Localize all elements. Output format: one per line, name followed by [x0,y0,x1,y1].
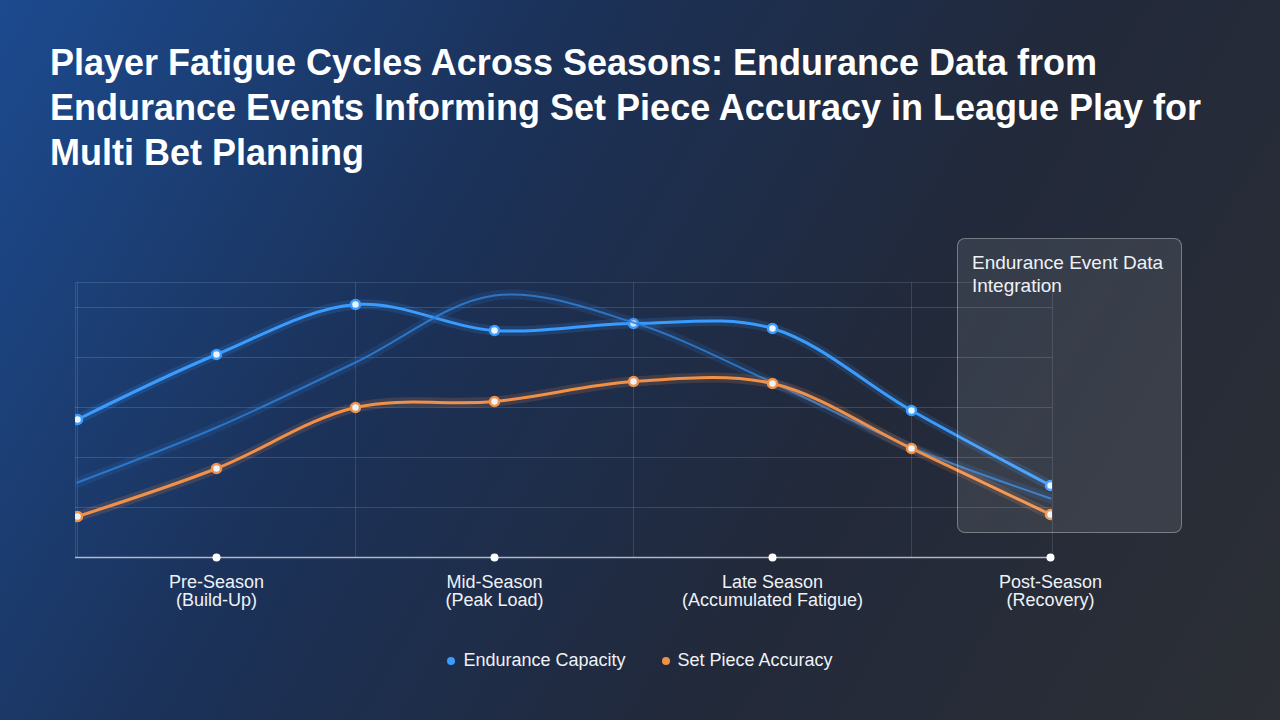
svg-text:Mid-Season(Peak Load): Mid-Season(Peak Load) [445,572,543,610]
html-text:Endurance Event Data Integrati: Endurance Event Data Integration [972,252,1164,297]
html-text:Player Fatigue Cycles Across S: Player Fatigue Cycles Across Seasons: En… [50,42,1201,173]
html-text:Endurance Capacity: Endurance Capacity [463,650,626,670]
html-text:Set Piece Accuracy: Set Piece Accuracy [677,650,833,670]
svg-text:Late Season(Accumulated Fatigu: Late Season(Accumulated Fatigue) [682,572,863,610]
svg-text:Pre-Season(Build-Up): Pre-Season(Build-Up) [169,572,264,610]
svg-text:Post-Season(Recovery): Post-Season(Recovery) [999,572,1102,610]
